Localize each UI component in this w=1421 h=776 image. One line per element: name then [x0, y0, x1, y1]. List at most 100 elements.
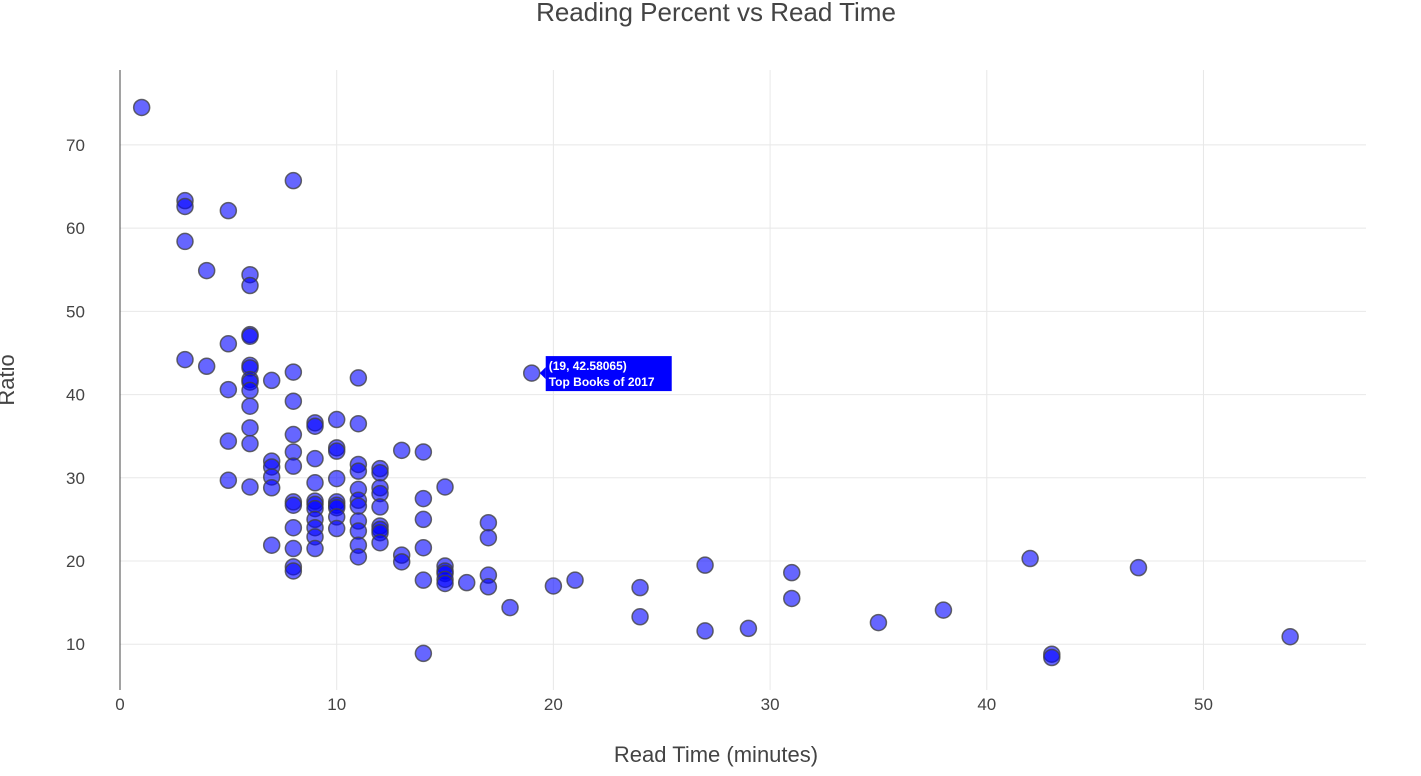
scatter-point[interactable] [783, 563, 801, 582]
scatter-point[interactable] [284, 457, 303, 475]
scatter-point[interactable] [241, 381, 259, 400]
scatter-point[interactable] [327, 469, 346, 488]
scatter-point[interactable] [1281, 627, 1299, 646]
x-tick-label: 10 [327, 695, 346, 714]
x-tick-label: 50 [1194, 695, 1213, 714]
scatter-point[interactable] [262, 536, 281, 554]
scatter-point[interactable] [457, 573, 476, 592]
scatter-point[interactable] [371, 533, 389, 552]
scatter-point[interactable] [219, 335, 238, 353]
scatter-point[interactable] [696, 622, 714, 640]
scatter-point[interactable] [241, 434, 259, 453]
scatter-point[interactable] [241, 419, 259, 437]
scatter-point[interactable] [284, 392, 303, 410]
scatter-point[interactable] [414, 510, 433, 529]
scatter-point[interactable] [522, 364, 541, 382]
scatter-point[interactable] [783, 589, 801, 608]
scatter-point[interactable] [219, 471, 238, 490]
scatter-point[interactable] [414, 443, 433, 461]
scatter-point[interactable] [306, 449, 324, 468]
data-points [132, 98, 1299, 667]
tooltip-box [545, 356, 672, 392]
y-axis-title: Ratio [0, 354, 19, 405]
scatter-point[interactable] [349, 497, 368, 515]
y-tick-label: 50 [66, 302, 85, 321]
scatter-point[interactable] [349, 462, 368, 480]
scatter-point[interactable] [284, 171, 303, 190]
scatter-point[interactable] [869, 613, 888, 632]
y-tick-label: 40 [66, 386, 85, 405]
scatter-point[interactable] [284, 496, 303, 514]
y-tick-label: 30 [66, 469, 85, 488]
scatter-point[interactable] [306, 474, 324, 492]
scatter-point[interactable] [349, 369, 368, 387]
scatter-point[interactable] [176, 197, 194, 216]
x-tick-label: 0 [115, 695, 124, 714]
scatter-point[interactable] [241, 276, 259, 295]
scatter-point[interactable] [284, 518, 303, 537]
scatter-point[interactable] [132, 98, 151, 117]
scatter-point[interactable] [371, 498, 389, 516]
scatter-point[interactable] [327, 442, 346, 460]
scatter-point[interactable] [479, 513, 498, 532]
scatter-point[interactable] [219, 380, 238, 399]
hover-tooltip: (19, 42.58065) Top Books of 2017 [539, 356, 672, 392]
x-tick-label: 40 [977, 695, 996, 714]
scatter-point[interactable] [327, 410, 346, 429]
x-tick-label: 30 [761, 695, 780, 714]
y-tick-label: 60 [66, 219, 85, 238]
scatter-point[interactable] [1021, 549, 1039, 568]
scatter-point[interactable] [284, 562, 303, 580]
scatter-point[interactable] [631, 578, 649, 597]
x-tick-label: 20 [544, 695, 563, 714]
scatter-point[interactable] [436, 574, 454, 593]
scatter-point[interactable] [176, 350, 194, 369]
scatter-point[interactable] [284, 539, 303, 558]
scatter-point[interactable] [241, 397, 259, 415]
scatter-point[interactable] [566, 571, 584, 589]
scatter-point[interactable] [414, 538, 433, 557]
scatter-point[interactable] [219, 201, 238, 220]
scatter-point[interactable] [414, 571, 433, 589]
scatter-point[interactable] [696, 556, 714, 574]
tick-labels: 0 10 20 30 40 50 10 20 30 40 50 60 70 [66, 136, 1213, 714]
tooltip-coords: (19, 42.58065) [549, 359, 627, 373]
scatter-point[interactable] [479, 528, 498, 547]
x-axis-title: Read Time (minutes) [614, 742, 818, 767]
y-tick-label: 20 [66, 552, 85, 571]
scatter-point[interactable] [349, 548, 368, 566]
scatter-point[interactable] [371, 464, 389, 482]
scatter-point[interactable] [1043, 648, 1061, 667]
y-tick-label: 10 [66, 635, 85, 654]
scatter-point[interactable] [1129, 558, 1148, 577]
scatter-point[interactable] [392, 441, 411, 460]
scatter-point[interactable] [414, 489, 433, 508]
scatter-point[interactable] [501, 598, 519, 617]
scatter-point[interactable] [219, 432, 238, 450]
scatter-point[interactable] [241, 327, 259, 346]
scatter-point[interactable] [631, 608, 649, 626]
scatter-point[interactable] [934, 601, 953, 619]
scatter-point[interactable] [436, 478, 454, 496]
scatter-point[interactable] [306, 539, 324, 558]
scatter-point[interactable] [306, 417, 324, 435]
scatter-point[interactable] [262, 479, 281, 497]
scatter-point[interactable] [241, 478, 259, 496]
scatter-point[interactable] [284, 425, 303, 444]
scatter-point[interactable] [414, 644, 433, 663]
scatter-point[interactable] [392, 553, 411, 571]
scatter-point[interactable] [197, 261, 216, 280]
scatter-point[interactable] [349, 414, 368, 433]
tooltip-pointer [539, 367, 546, 380]
scatter-point[interactable] [327, 519, 346, 538]
scatter-point[interactable] [262, 371, 281, 390]
scatter-point[interactable] [197, 357, 216, 376]
y-tick-label: 70 [66, 136, 85, 155]
scatter-point[interactable] [739, 619, 758, 638]
scatter-point[interactable] [284, 363, 303, 381]
scatter-point[interactable] [479, 578, 498, 596]
scatter-point[interactable] [176, 232, 194, 251]
scatter-point[interactable] [544, 577, 563, 595]
